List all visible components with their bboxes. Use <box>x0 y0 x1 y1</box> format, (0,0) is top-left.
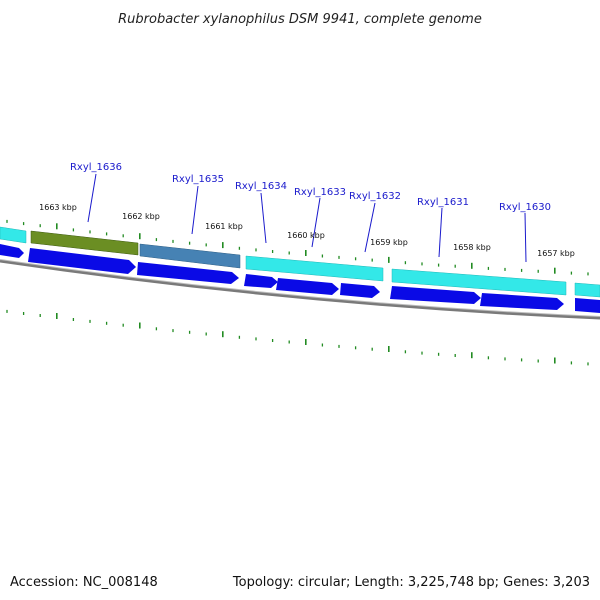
olive-feature-rxyl-1636[interactable] <box>30 230 139 256</box>
label-line-rxyl-1633 <box>311 197 321 248</box>
accession-label: Accession: NC_008148 <box>10 575 158 590</box>
genome-backbone-highlight <box>0 259 600 317</box>
label-line-rxyl-1636 <box>87 173 97 223</box>
gene-arrow-right[interactable] <box>575 298 600 313</box>
gene-labels: Rxyl_1636 Rxyl_1635 Rxyl_1634 Rxyl_1633 … <box>70 162 551 213</box>
gene-label-rxyl-1636[interactable]: Rxyl_1636 <box>70 162 122 173</box>
label-line-rxyl-1634 <box>260 192 267 244</box>
gene-label-rxyl-1632[interactable]: Rxyl_1632 <box>349 191 401 202</box>
gene-label-rxyl-1630[interactable]: Rxyl_1630 <box>499 202 551 213</box>
cyan-feature-rxyl-1634[interactable] <box>245 255 384 282</box>
steelblue-feature-rxyl-1635[interactable] <box>139 243 241 269</box>
cyan-feature-left[interactable] <box>0 226 27 244</box>
cyan-feature-right[interactable] <box>574 282 600 298</box>
label-line-rxyl-1630 <box>524 212 527 263</box>
upper-tick-row <box>6 219 589 276</box>
gene-arrow-rxyl-1633[interactable] <box>276 278 339 295</box>
genome-title: Rubrobacter xylanophilus DSM 9941, compl… <box>118 12 482 27</box>
gene-label-rxyl-1635[interactable]: Rxyl_1635 <box>172 174 224 185</box>
kbp-label-1657: 1657 kbp <box>537 249 575 258</box>
gene-arrow-rxyl-1634[interactable] <box>244 274 278 288</box>
kbp-label-1663: 1663 kbp <box>39 203 77 212</box>
kbp-label-1660: 1660 kbp <box>287 231 325 240</box>
cyan-feature-rxyl-1631[interactable] <box>391 268 567 296</box>
gene-arrow-0[interactable] <box>0 244 24 258</box>
kbp-label-1658: 1658 kbp <box>453 243 491 252</box>
gene-label-rxyl-1634[interactable]: Rxyl_1634 <box>235 181 287 192</box>
genome-summary: Topology: circular; Length: 3,225,748 bp… <box>232 575 590 590</box>
feature-band <box>0 226 600 298</box>
gene-label-rxyl-1633[interactable]: Rxyl_1633 <box>294 187 346 198</box>
gene-label-rxyl-1631[interactable]: Rxyl_1631 <box>417 197 469 208</box>
gene-arrow-rxyl-1636[interactable] <box>28 248 136 274</box>
genome-backbone <box>0 259 600 320</box>
gene-arrow-rxyl-1630[interactable] <box>480 293 564 310</box>
gene-label-lines <box>87 173 527 263</box>
kbp-labels: 1663 kbp 1662 kbp 1661 kbp 1660 kbp 1659… <box>39 203 575 258</box>
kbp-label-1661: 1661 kbp <box>205 222 243 231</box>
lower-tick-row <box>6 309 589 366</box>
gene-arrow-row <box>0 244 600 313</box>
gene-arrow-rxyl-1635[interactable] <box>137 262 239 284</box>
label-line-rxyl-1632 <box>364 202 376 253</box>
label-line-rxyl-1635 <box>191 185 199 235</box>
gene-arrow-rxyl-1632[interactable] <box>340 283 380 298</box>
label-line-rxyl-1631 <box>438 207 443 258</box>
gene-arrow-rxyl-1631[interactable] <box>390 286 481 304</box>
kbp-label-1662: 1662 kbp <box>122 212 160 221</box>
kbp-label-1659: 1659 kbp <box>370 238 408 247</box>
